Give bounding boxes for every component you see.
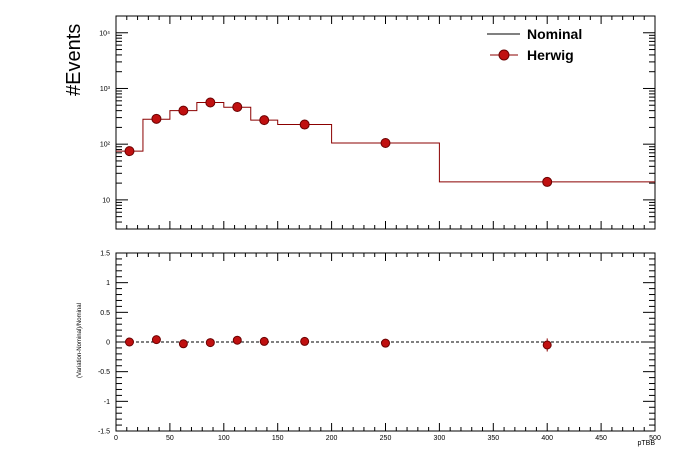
bottom-x-tick-label: 350 [487,435,499,442]
bottom-x-ticks [115,253,656,431]
top-y-axis-label: #Events [63,24,85,96]
herwig-point-ratio [259,336,269,346]
herwig-point-top [178,105,189,116]
top-y-tick-label: 10⁴ [99,30,110,37]
legend-nominal-label: Nominal [527,26,582,42]
top-plot-frame [115,15,656,230]
bottom-x-tick-label: 0 [114,435,118,442]
top-y-tick-labels: 10 10² 10³ 10⁴ [99,30,110,204]
legend: Nominal Herwig [487,26,582,63]
top-y-tick-label: 10² [100,142,111,149]
herwig-markers-top [124,97,553,187]
herwig-point-ratio [300,336,310,346]
bottom-y-tick-label: -1 [104,399,110,406]
herwig-point-ratio [124,337,134,347]
bottom-x-tick-label: 450 [595,435,607,442]
bottom-y-tick-label: 1.5 [100,251,110,258]
bottom-x-tick-label: 500 [649,435,661,442]
bottom-panel: -1.5 -1 -0.5 0 0.5 1 1.5 0 50 100 150 200 250 300 350… [77,251,661,448]
bottom-y-tick-label: 0.5 [100,310,110,317]
bottom-x-tick-labels: 0 50 100 150 200 250 300 350 400 450 500 [114,435,661,442]
legend-herwig-label: Herwig [527,47,574,63]
bottom-x-tick-label: 150 [272,435,284,442]
x-axis-label: pTBB [637,440,655,447]
herwig-point-top [124,146,135,157]
herwig-point-ratio [542,340,552,350]
bottom-x-tick-label: 50 [166,435,174,442]
bottom-y-tick-labels: -1.5 -1 -0.5 0 0.5 1 1.5 [98,251,110,436]
herwig-point-top [151,113,162,124]
bottom-x-tick-label: 100 [218,435,230,442]
herwig-point-ratio [205,338,215,348]
bottom-y-axis-label: (Variation-Nominal)/Nominal [77,303,83,378]
herwig-point-top [380,137,391,148]
bottom-y-tick-label: -1.5 [98,429,110,436]
herwig-point-top [232,101,243,112]
bottom-y-tick-label: -0.5 [98,369,110,376]
top-y-tick-label: 10 [102,197,110,204]
bottom-y-ticks [116,252,655,432]
herwig-point-top [542,176,553,187]
bottom-y-tick-label: 1 [106,280,110,287]
herwig-point-ratio [178,339,188,349]
bottom-y-tick-label: 0 [106,340,110,347]
herwig-point-ratio [151,335,161,345]
herwig-point-ratio [381,338,390,348]
herwig-point-top [299,119,310,130]
top-panel: 10 10² 10³ 10⁴ #Events Nominal Herwig [63,15,656,230]
bottom-x-tick-label: 300 [434,435,446,442]
top-y-ticks [116,15,655,230]
herwig-point-top [259,115,270,126]
bottom-x-tick-label: 400 [541,435,553,442]
bottom-x-tick-label: 200 [326,435,338,442]
top-y-tick-label: 10³ [100,86,111,93]
herwig-point-top [205,97,216,108]
legend-herwig-marker [498,49,510,61]
top-x-ticks [115,16,656,229]
herwig-point-ratio [232,335,242,345]
bottom-x-tick-label: 250 [380,435,392,442]
herwig-markers-ratio [124,335,552,352]
